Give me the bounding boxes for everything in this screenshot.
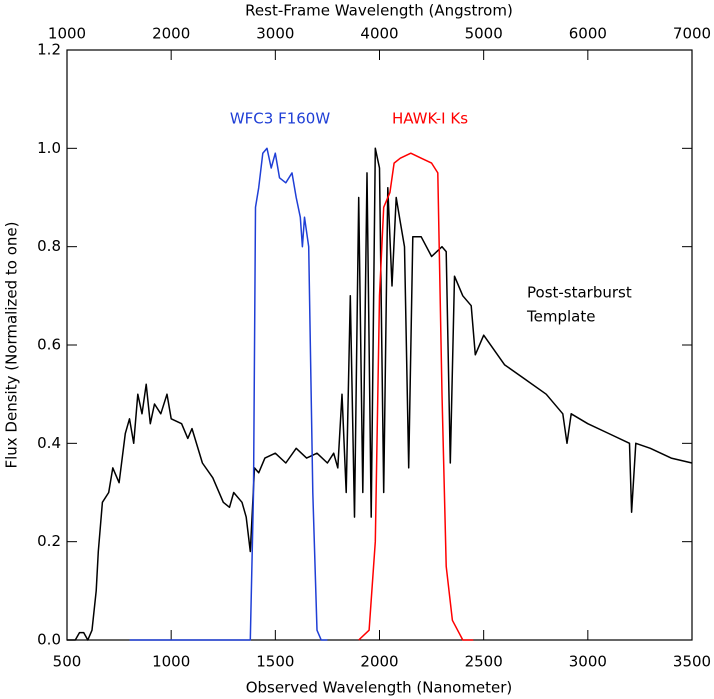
y-tick-label: 0.6 [37,336,61,354]
y-tick-label: 0.4 [37,434,61,452]
annotation: Post-starburst [527,284,632,302]
x-tick-label: 1500 [256,653,294,671]
x2-tick-label: 4000 [360,25,398,43]
x-tick-label: 500 [53,653,82,671]
x-axis-label: Observed Wavelength (Nanometer) [246,679,513,697]
x2-tick-label: 7000 [673,25,711,43]
x-tick-label: 3000 [569,653,607,671]
x2-tick-label: 3000 [256,25,294,43]
y-axis-label: Flux Density (Normalized to one) [3,221,21,468]
y-tick-label: 0.8 [37,237,61,255]
spectrum-line [67,147,693,641]
y-tick-label: 0.0 [37,631,61,649]
x2-tick-label: 2000 [152,25,190,43]
x2-axis-label: Rest-Frame Wavelength (Angstrom) [245,2,513,20]
x2-tick-label: 5000 [465,25,503,43]
annotation: WFC3 F160W [230,110,331,128]
y-tick-label: 1.2 [37,41,61,59]
spectrum-line [129,147,328,641]
y-tick-label: 1.0 [37,139,61,157]
plot-frame [66,49,693,641]
spectrum-line [358,152,474,641]
annotation: Template [526,308,595,326]
x2-tick-label: 1000 [48,25,86,43]
x-tick-label: 2500 [465,653,503,671]
x-tick-label: 3500 [673,653,711,671]
x-tick-label: 1000 [152,653,190,671]
annotation: HAWK-I Ks [392,110,468,128]
x2-tick-label: 6000 [569,25,607,43]
x-tick-label: 2000 [360,653,398,671]
y-tick-label: 0.2 [37,532,61,550]
